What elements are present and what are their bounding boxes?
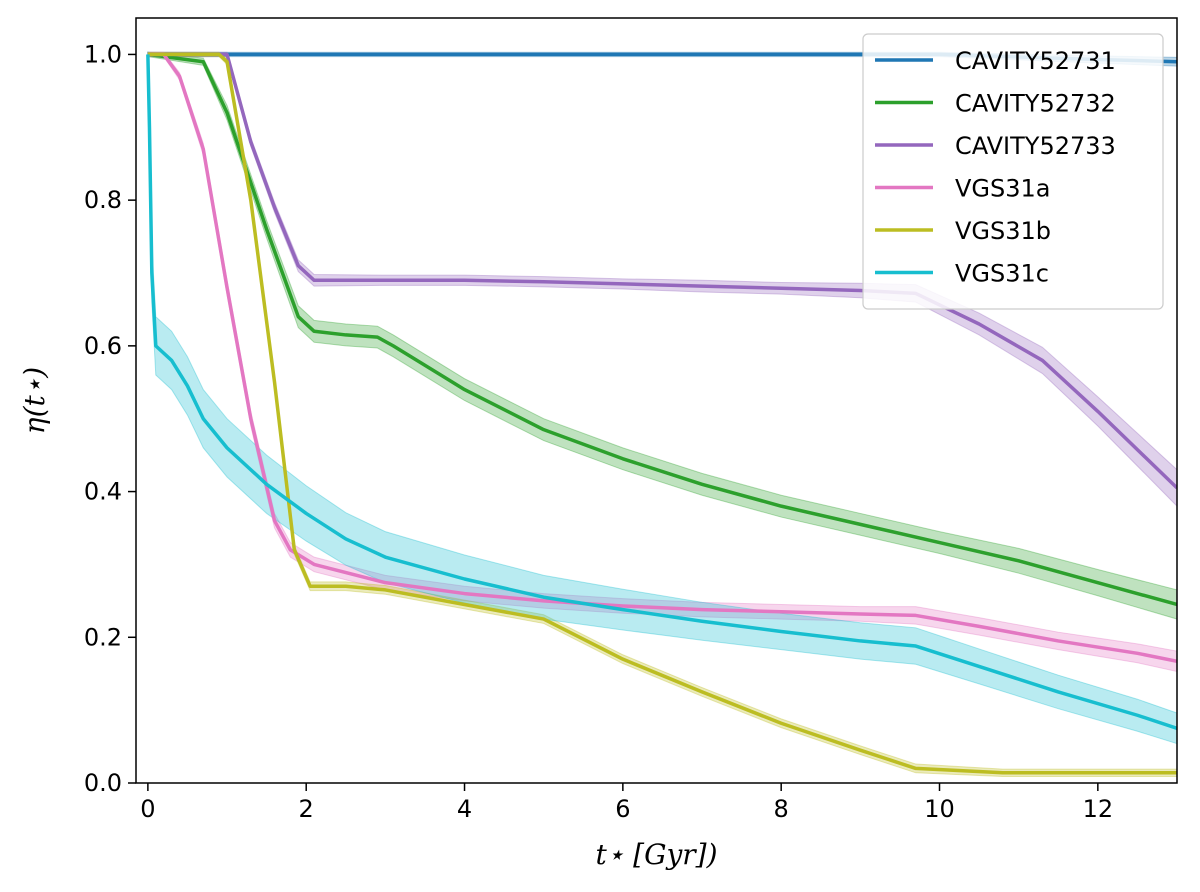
x-axis-label: t⋆ [Gyr]) <box>595 838 717 871</box>
line-vgs31a <box>147 52 1177 664</box>
legend-entry-vgs31a: VGS31a <box>875 175 1051 203</box>
band-vgs31c <box>147 51 1177 745</box>
legend-entry-vgs31c: VGS31c <box>875 260 1049 288</box>
x-tick-label: 4 <box>457 795 472 823</box>
legend-entry-cavity52733: CAVITY52733 <box>875 132 1116 160</box>
legend-label: VGS31a <box>955 175 1051 203</box>
legend-label: CAVITY52731 <box>955 47 1116 75</box>
x-tick-label: 2 <box>299 795 314 823</box>
x-tick-label: 0 <box>140 795 155 823</box>
y-tick-label: 0.2 <box>84 623 122 651</box>
line-vgs31b <box>147 52 1177 775</box>
y-tick-label: 1.0 <box>84 40 122 68</box>
x-tick-label: 12 <box>1083 795 1114 823</box>
legend-label: CAVITY52733 <box>955 132 1116 160</box>
legend-entry-cavity52732: CAVITY52732 <box>875 90 1116 118</box>
x-tick-label: 6 <box>615 795 630 823</box>
x-tick-label: 8 <box>774 795 789 823</box>
legend-entry-vgs31b: VGS31b <box>875 217 1051 245</box>
legend-entry-cavity52731: CAVITY52731 <box>875 47 1116 75</box>
plot-frame <box>135 17 1178 784</box>
y-tick-label: 0.6 <box>84 332 122 360</box>
legend: CAVITY52731 CAVITY52732 CAVITY52733 VGS31a V… <box>862 33 1164 310</box>
legend-label: VGS31c <box>955 260 1049 288</box>
y-axis-ticks: 0.0 0.2 0.4 0.6 0.8 1.0 <box>84 40 136 797</box>
y-tick-label: 0.4 <box>84 478 122 506</box>
x-tick-label: 10 <box>924 795 955 823</box>
y-tick-label: 0.8 <box>84 186 122 214</box>
series-lines <box>146 52 1177 775</box>
y-axis-label: η(t⋆) <box>18 367 51 434</box>
line-cavity52732 <box>147 52 1177 607</box>
band-vgs31a <box>147 51 1177 673</box>
legend-label: CAVITY52732 <box>955 90 1116 118</box>
legend-box <box>862 33 1164 310</box>
line-cavity52733 <box>147 52 1177 490</box>
legend-label: VGS31b <box>955 217 1051 245</box>
y-tick-label: 0.0 <box>84 769 122 797</box>
x-axis-ticks: 0 2 4 6 8 10 12 <box>140 783 1113 823</box>
line-vgs31c <box>146 54 1177 731</box>
